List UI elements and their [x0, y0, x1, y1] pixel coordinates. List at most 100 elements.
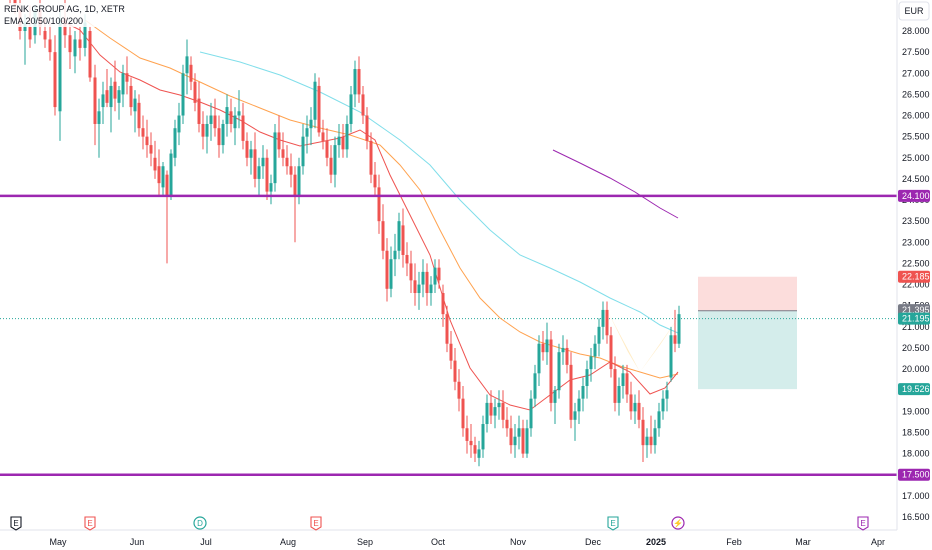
candle-body: [401, 225, 405, 255]
candle-body: [205, 123, 209, 137]
candle-body: [429, 284, 433, 294]
earnings-event-icon[interactable]: E: [10, 516, 22, 531]
time-label-nov: Nov: [510, 537, 527, 547]
candle-body: [525, 428, 529, 454]
price-tick-label: 17.000: [902, 491, 930, 501]
candle: [481, 415, 485, 458]
currency-button[interactable]: EUR: [898, 1, 930, 21]
event-markers: E E D E E ⚡ E: [10, 516, 869, 531]
candle: [565, 339, 569, 374]
split-event-icon[interactable]: ⚡: [671, 516, 685, 530]
candle-body: [133, 98, 137, 112]
candle-body: [161, 166, 165, 188]
candle: [617, 377, 621, 416]
hline-tag-label: 17.500: [902, 470, 930, 480]
candle: [485, 394, 489, 433]
candle-body: [257, 166, 261, 179]
currency-label[interactable]: EUR: [904, 6, 924, 16]
event-marker-shape[interactable]: [857, 516, 869, 531]
candle: [217, 115, 221, 158]
earnings-event-icon[interactable]: E: [310, 516, 322, 531]
candle: [109, 77, 113, 133]
earnings-event-icon[interactable]: E: [607, 516, 619, 531]
dividend-event-icon[interactable]: D: [193, 516, 207, 530]
candle: [541, 331, 545, 361]
candle: [229, 98, 233, 133]
candle-body: [88, 31, 92, 78]
candle-body: [421, 271, 425, 285]
candle-body: [457, 381, 461, 399]
event-marker-shape[interactable]: [193, 516, 207, 530]
candle-body: [141, 128, 145, 137]
price-tick-label: 18.000: [902, 449, 930, 459]
earnings-event-icon[interactable]: E: [84, 516, 96, 531]
event-marker-letter: E: [860, 519, 865, 528]
candle: [385, 238, 389, 302]
candle: [225, 94, 229, 137]
hline-price-tag: 17.500: [898, 468, 930, 481]
currency-button-frame[interactable]: [898, 1, 930, 21]
hline-price-tag: 24.100: [898, 189, 930, 202]
event-marker-shape[interactable]: [607, 516, 619, 531]
candle-body: [673, 335, 677, 344]
event-marker-shape[interactable]: [10, 516, 22, 531]
candle: [637, 390, 641, 429]
stop-loss-zone[interactable]: [698, 276, 797, 311]
candle: [281, 132, 285, 167]
candle-body: [353, 69, 357, 95]
candle-body: [293, 174, 297, 196]
earnings-event-icon[interactable]: E: [857, 516, 869, 531]
candle: [293, 166, 297, 243]
candle-body: [501, 402, 505, 420]
candle: [189, 56, 193, 91]
candle-body: [357, 69, 361, 95]
candle-body: [209, 115, 213, 124]
candle-body: [365, 115, 369, 141]
price-tick-label: 26.000: [902, 111, 930, 121]
event-marker-shape[interactable]: [84, 516, 96, 531]
candle-body: [397, 221, 401, 251]
candle: [417, 271, 421, 310]
event-marker-letter: ⚡: [673, 518, 683, 528]
candle: [601, 301, 605, 340]
candle-body: [285, 157, 289, 167]
candle: [153, 140, 157, 179]
candle-body: [589, 356, 593, 370]
candle: [441, 284, 445, 327]
candle-body: [325, 140, 329, 158]
candle-body: [485, 402, 489, 425]
candle: [657, 402, 661, 437]
candle: [313, 73, 317, 129]
time-label-apr: Apr: [871, 537, 885, 547]
candle-body: [177, 115, 181, 133]
candle: [577, 390, 581, 425]
candle: [377, 174, 381, 234]
candle: [101, 81, 105, 124]
candle-body: [301, 136, 305, 167]
price-tag-label: 21.395: [902, 305, 930, 315]
candle-body: [261, 157, 265, 167]
candle-body: [613, 369, 617, 403]
candle: [397, 212, 401, 260]
event-marker-shape[interactable]: [310, 516, 322, 531]
candle: [425, 263, 429, 306]
candle: [401, 208, 405, 268]
take-profit-zone[interactable]: [698, 310, 797, 390]
candle-body: [597, 326, 601, 344]
candle: [673, 309, 677, 353]
event-marker-shape[interactable]: [671, 516, 685, 530]
candle-body: [565, 347, 569, 365]
time-label-oct: Oct: [431, 537, 446, 547]
candle: [597, 318, 601, 357]
candle-body: [305, 128, 309, 137]
candle: [161, 162, 165, 196]
candle-body: [521, 428, 525, 454]
time-label-dec: Dec: [585, 537, 602, 547]
candle: [505, 407, 509, 437]
candle-body: [505, 419, 509, 429]
candle: [653, 419, 657, 454]
candle: [177, 102, 181, 146]
candle-body: [109, 85, 113, 108]
candle: [117, 85, 121, 120]
